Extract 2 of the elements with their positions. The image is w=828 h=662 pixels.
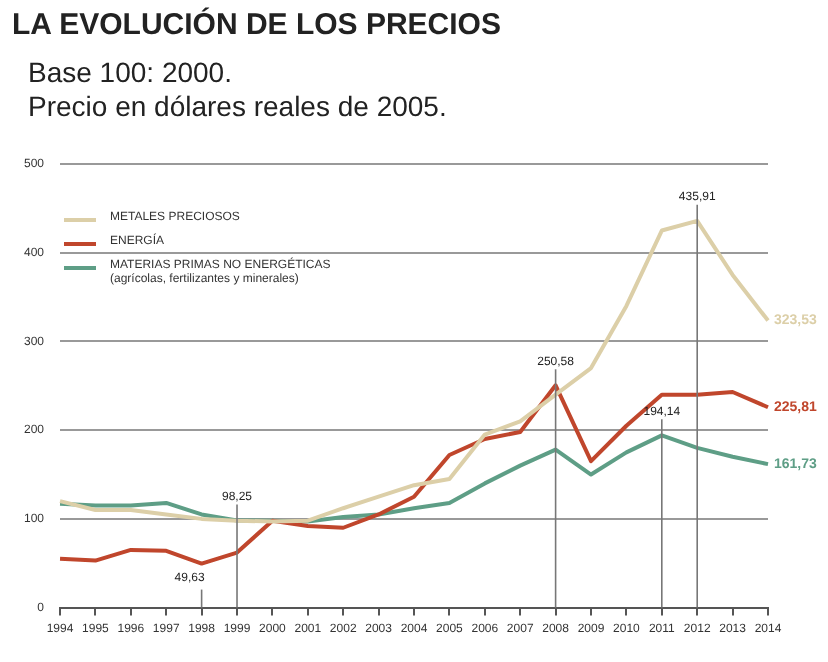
chart-subtitle: Base 100: 2000. Precio en dólares reales de 2005. — [28, 56, 447, 124]
chart-title: LA EVOLUCIÓN DE LOS PRECIOS — [12, 8, 501, 42]
